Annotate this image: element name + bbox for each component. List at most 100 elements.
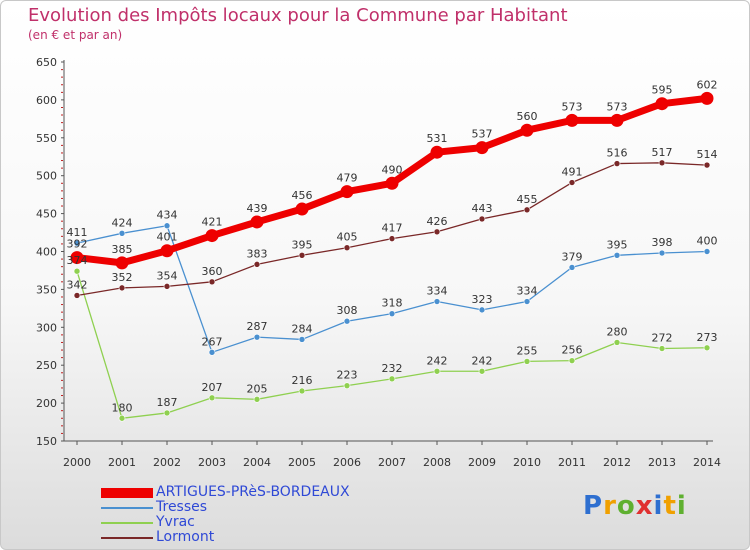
data-label: 411	[67, 226, 88, 239]
data-point	[703, 161, 711, 169]
data-point	[613, 339, 621, 346]
data-point	[118, 230, 126, 237]
data-label: 284	[292, 322, 313, 335]
logo-letter: t	[663, 491, 677, 521]
data-label: 560	[517, 110, 538, 123]
data-point	[520, 123, 534, 137]
x-tick-label: 2002	[153, 456, 181, 469]
x-tick-label: 2008	[423, 456, 451, 469]
data-point	[208, 278, 216, 286]
data-label: 426	[427, 215, 448, 228]
data-label: 232	[382, 362, 403, 375]
data-label: 573	[562, 100, 583, 113]
data-label: 516	[607, 147, 628, 160]
data-label: 401	[157, 231, 178, 244]
x-tick-label: 2003	[198, 456, 226, 469]
data-label: 531	[427, 132, 448, 145]
data-label: 342	[67, 278, 88, 291]
data-point	[343, 244, 351, 252]
data-label: 395	[607, 238, 628, 251]
data-point	[343, 382, 351, 389]
data-label: 392	[67, 238, 88, 251]
data-point	[388, 235, 396, 242]
x-tick-label: 2012	[603, 456, 631, 469]
data-label: 434	[157, 209, 178, 222]
data-label: 400	[697, 235, 718, 248]
data-label: 273	[697, 331, 718, 344]
data-label: 537	[472, 128, 493, 141]
data-point	[208, 349, 216, 356]
data-point	[568, 179, 576, 186]
data-label: 602	[697, 78, 718, 91]
data-point	[478, 215, 486, 223]
y-tick-label: 500	[36, 170, 57, 183]
data-point	[253, 333, 261, 341]
data-point	[340, 185, 354, 199]
legend-swatch	[101, 522, 153, 524]
data-point	[478, 367, 486, 375]
data-label: 360	[202, 265, 223, 278]
data-label: 352	[112, 271, 133, 284]
data-label: 334	[517, 285, 538, 298]
data-label: 207	[202, 381, 223, 394]
y-tick-label: 600	[36, 94, 57, 107]
logo-letter: r	[603, 491, 617, 521]
data-label: 255	[517, 344, 538, 357]
data-point	[208, 394, 216, 402]
data-point	[613, 160, 621, 167]
data-label: 354	[157, 269, 178, 282]
data-label: 308	[337, 304, 358, 317]
x-tick-label: 2010	[513, 456, 541, 469]
data-label: 439	[247, 202, 268, 215]
data-point	[73, 239, 81, 247]
x-tick-label: 2006	[333, 456, 361, 469]
data-point	[295, 202, 309, 216]
data-label: 267	[202, 335, 223, 348]
logo-letter: i	[653, 491, 664, 521]
legend-label: Tresses	[156, 499, 208, 515]
data-point	[163, 409, 171, 417]
data-point	[658, 159, 666, 167]
data-point	[703, 344, 711, 352]
data-label: 573	[607, 100, 628, 113]
data-point	[523, 206, 531, 214]
data-point	[658, 249, 666, 257]
x-tick-label: 2005	[288, 456, 316, 469]
data-label: 443	[472, 202, 493, 215]
line-chart: 150 200 250 300 350 400 450 500 550 600 650 2000 200…	[36, 56, 721, 469]
data-point	[298, 387, 306, 395]
chart-subtitle: (en € et par an)	[28, 28, 123, 42]
legend-swatch	[101, 537, 153, 539]
data-point	[163, 222, 171, 230]
logo-letter: i	[676, 491, 687, 521]
data-point	[700, 91, 714, 105]
data-point	[385, 176, 399, 190]
data-point	[298, 336, 306, 343]
data-label: 287	[247, 320, 268, 333]
data-label: 395	[292, 238, 313, 251]
data-label: 280	[607, 325, 628, 338]
data-point	[70, 251, 84, 265]
data-point	[298, 251, 306, 259]
legend-swatch	[101, 507, 153, 509]
data-label: 417	[382, 222, 403, 235]
data-label: 216	[292, 374, 313, 387]
data-label: 421	[202, 216, 223, 229]
data-point	[430, 145, 444, 159]
legend-label: Yvrac	[156, 514, 195, 530]
data-label: 205	[247, 382, 268, 395]
data-label: 383	[247, 247, 268, 260]
data-label: 374	[67, 254, 88, 267]
data-label: 456	[292, 189, 313, 202]
data-point	[388, 375, 396, 383]
data-label: 398	[652, 236, 673, 249]
data-label: 595	[652, 84, 673, 97]
x-tick-label: 2007	[378, 456, 406, 469]
logo-letter: o	[616, 491, 636, 521]
chart-axes: 150 200 250 300 350 400 450 500 550 600 650 2000 200…	[36, 56, 721, 469]
data-label: 490	[382, 163, 403, 176]
data-point	[73, 267, 81, 275]
proxiti-logo: Proxiti	[583, 491, 687, 521]
x-tick-label: 2013	[648, 456, 676, 469]
data-label: 385	[112, 243, 133, 256]
